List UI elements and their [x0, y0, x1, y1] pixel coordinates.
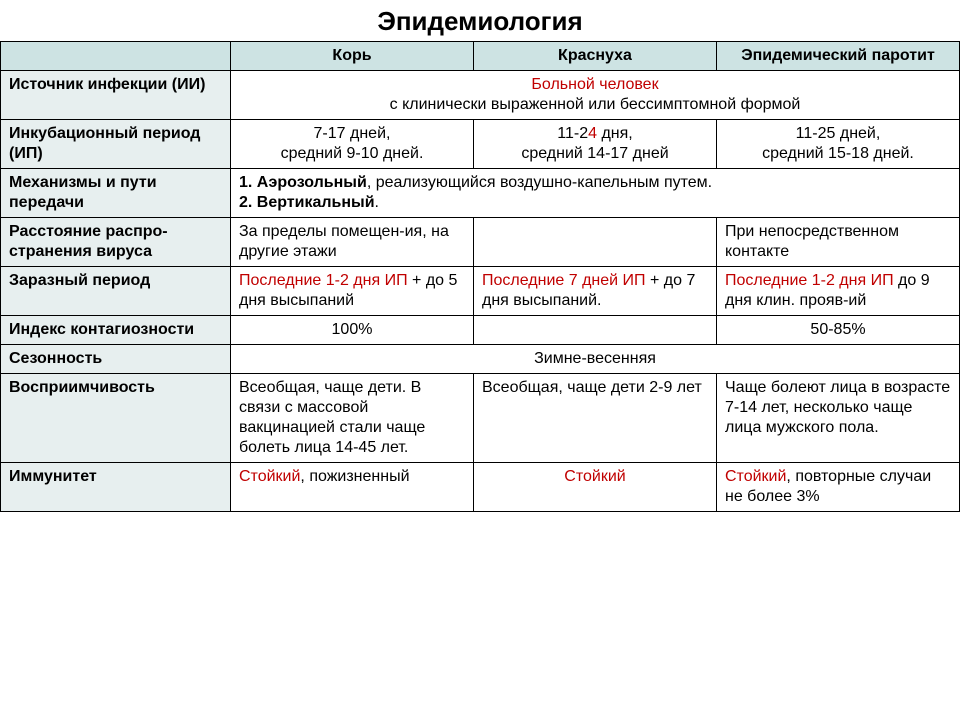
source-line1: Больной человек — [531, 76, 658, 93]
incub-c2a: 11-2 — [557, 125, 588, 142]
row-label-mechanism: Механизмы и пути передачи — [1, 169, 231, 218]
row-label-immunity: Иммунитет — [1, 463, 231, 512]
row-index: Индекс контагиозности 100% 50-85% — [1, 316, 960, 345]
cell-index-c3: 50-85% — [717, 316, 960, 345]
immun-c2: Стойкий — [564, 468, 625, 485]
row-label-season: Сезонность — [1, 345, 231, 374]
contag-c2a: Последние 7 дней ИП — [482, 272, 650, 289]
row-season: Сезонность Зимне-весенняя — [1, 345, 960, 374]
slide: Эпидемиология Корь Краснуха Эпидемически… — [0, 0, 960, 720]
contag-c3a: Последние 1-2 дня ИП — [725, 272, 894, 289]
cell-immun-c1: Стойкий, пожизненный — [231, 463, 474, 512]
cell-incub-c1: 7-17 дней, средний 9-10 дней. — [231, 120, 474, 169]
cell-contag-c3: Последние 1-2 дня ИП до 9 дня клин. проя… — [717, 267, 960, 316]
cell-dist-c3: При непосредственном контакте — [717, 218, 960, 267]
cell-season-value: Зимне-весенняя — [231, 345, 960, 374]
cell-suscept-c2: Всеобщая, чаще дети 2-9 лет — [474, 374, 717, 463]
cell-contag-c1: Последние 1-2 дня ИП + до 5 дня высыпани… — [231, 267, 474, 316]
row-susceptibility: Восприимчивость Всеобщая, чаще дети. В с… — [1, 374, 960, 463]
row-label-index: Индекс контагиозности — [1, 316, 231, 345]
incub-c2d: средний 14-17 дней — [521, 145, 668, 162]
cell-index-c1: 100% — [231, 316, 474, 345]
source-line2: с клинически выраженной или бессимптомно… — [390, 96, 801, 113]
cell-index-c2 — [474, 316, 717, 345]
header-blank — [1, 42, 231, 71]
incub-c2c: дня, — [597, 125, 633, 142]
mech-l2dot: . — [375, 194, 379, 211]
immun-c3a: Стойкий — [725, 468, 786, 485]
row-source: Источник инфекции (ИИ) Больной человек с… — [1, 71, 960, 120]
table-header-row: Корь Краснуха Эпидемический паротит — [1, 42, 960, 71]
row-immunity: Иммунитет Стойкий, пожизненный Стойкий С… — [1, 463, 960, 512]
cell-dist-c2 — [474, 218, 717, 267]
row-label-contagious: Заразный период — [1, 267, 231, 316]
row-contagious: Заразный период Последние 1-2 дня ИП + д… — [1, 267, 960, 316]
cell-dist-c1: За пределы помещен-ия, на другие этажи — [231, 218, 474, 267]
header-rubella: Краснуха — [474, 42, 717, 71]
incub-c2b: 4 — [588, 125, 597, 142]
mech-l1a: 1. Аэрозольный — [239, 174, 367, 191]
cell-immun-c2: Стойкий — [474, 463, 717, 512]
incub-c1b: средний 9-10 дней. — [281, 145, 424, 162]
row-distance: Расстояние распро-странения вируса За пр… — [1, 218, 960, 267]
mech-l1b: , реализующийся воздушно-капельным путем… — [367, 174, 712, 191]
cell-incub-c3: 11-25 дней, средний 15-18 дней. — [717, 120, 960, 169]
cell-source-value: Больной человек с клинически выраженной … — [231, 71, 960, 120]
cell-contag-c2: Последние 7 дней ИП + до 7 дня высыпаний… — [474, 267, 717, 316]
incub-c2-line1: 11-24 дня, — [557, 125, 632, 142]
row-mechanism: Механизмы и пути передачи 1. Аэрозольный… — [1, 169, 960, 218]
incub-c3a: 11-25 дней, — [796, 125, 881, 142]
row-incubation: Инкубационный период (ИП) 7-17 дней, сре… — [1, 120, 960, 169]
incub-c1a: 7-17 дней, — [314, 125, 391, 142]
header-mumps: Эпидемический паротит — [717, 42, 960, 71]
cell-suscept-c1: Всеобщая, чаще дети. В связи с массовой … — [231, 374, 474, 463]
mech-l2: 2. Вертикальный — [239, 194, 375, 211]
immun-c1b: , пожизненный — [300, 468, 409, 485]
page-title: Эпидемиология — [0, 0, 960, 41]
contag-c1a: Последние 1-2 дня ИП — [239, 272, 408, 289]
row-label-distance: Расстояние распро-странения вируса — [1, 218, 231, 267]
row-label-susceptibility: Восприимчивость — [1, 374, 231, 463]
incub-c3b: средний 15-18 дней. — [762, 145, 914, 162]
cell-suscept-c3: Чаще болеют лица в возрасте 7-14 лет, не… — [717, 374, 960, 463]
cell-immun-c3: Стойкий, повторные случаи не более 3% — [717, 463, 960, 512]
cell-incub-c2: 11-24 дня, средний 14-17 дней — [474, 120, 717, 169]
cell-mechanism-value: 1. Аэрозольный, реализующийся воздушно-к… — [231, 169, 960, 218]
epidemiology-table: Корь Краснуха Эпидемический паротит Исто… — [0, 41, 960, 512]
header-measles: Корь — [231, 42, 474, 71]
row-label-source: Источник инфекции (ИИ) — [1, 71, 231, 120]
immun-c1a: Стойкий — [239, 468, 300, 485]
row-label-incubation: Инкубационный период (ИП) — [1, 120, 231, 169]
